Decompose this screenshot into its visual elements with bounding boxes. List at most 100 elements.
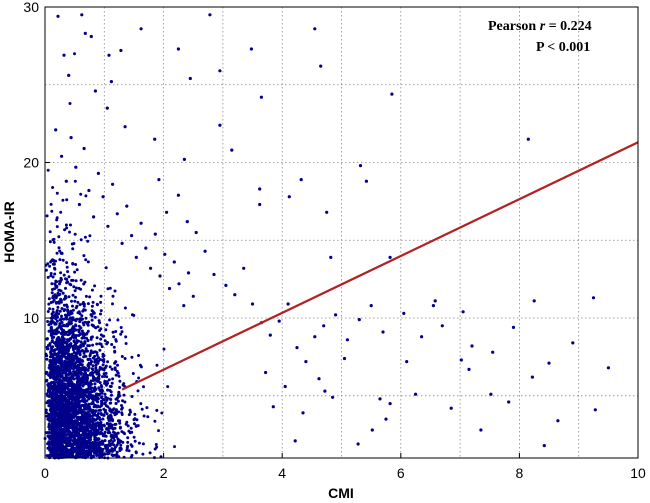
- data-point: [431, 304, 435, 308]
- data-point: [70, 278, 74, 282]
- data-point: [325, 210, 329, 214]
- data-point: [95, 379, 99, 383]
- data-point: [65, 444, 68, 448]
- data-point: [95, 447, 99, 451]
- data-point: [166, 385, 170, 389]
- data-point: [84, 316, 88, 320]
- data-point: [49, 272, 53, 275]
- data-point: [46, 275, 50, 279]
- data-point: [51, 400, 55, 404]
- data-point: [98, 454, 102, 458]
- data-point: [73, 399, 77, 403]
- data-point: [85, 399, 89, 403]
- data-point: [50, 385, 54, 388]
- data-point: [90, 414, 94, 418]
- data-point: [69, 223, 72, 227]
- data-point: [50, 329, 54, 333]
- data-point: [108, 318, 112, 322]
- data-point: [94, 326, 98, 330]
- data-point: [82, 452, 86, 455]
- data-point: [53, 432, 57, 436]
- data-point: [68, 344, 72, 348]
- data-point: [61, 402, 65, 406]
- data-point: [76, 381, 80, 385]
- data-point: [88, 393, 92, 397]
- data-point: [46, 446, 50, 450]
- data-point: [104, 444, 108, 447]
- data-point: [91, 364, 95, 368]
- data-point: [94, 392, 98, 396]
- data-point: [132, 435, 136, 439]
- data-point: [137, 354, 140, 357]
- data-point: [84, 354, 88, 358]
- data-point: [53, 429, 57, 433]
- data-point: [530, 375, 535, 379]
- data-point: [105, 398, 109, 402]
- data-point: [63, 449, 67, 453]
- data-point: [54, 313, 58, 317]
- data-point: [54, 359, 58, 363]
- data-point: [132, 422, 136, 426]
- pearson-annotation: Pearson r = 0.224: [488, 19, 592, 34]
- x-tick-label: 8: [516, 465, 524, 481]
- data-point: [102, 334, 106, 338]
- data-point: [112, 335, 116, 339]
- data-point: [98, 381, 102, 385]
- data-point: [182, 157, 186, 161]
- data-point: [51, 315, 54, 318]
- data-point: [106, 422, 110, 426]
- data-point: [60, 154, 64, 158]
- data-point: [91, 343, 95, 347]
- data-point: [58, 355, 62, 359]
- data-point: [402, 311, 406, 315]
- data-point: [120, 404, 123, 407]
- data-point: [80, 408, 84, 412]
- data-point: [71, 247, 75, 251]
- data-point: [60, 446, 63, 450]
- data-point: [61, 329, 64, 333]
- data-point: [70, 381, 74, 385]
- data-point: [83, 389, 87, 393]
- data-point: [167, 286, 172, 291]
- data-point: [60, 393, 64, 397]
- data-point: [224, 283, 228, 287]
- data-point: [57, 312, 61, 316]
- data-point: [80, 413, 84, 417]
- data-point: [61, 371, 65, 375]
- data-point: [357, 318, 361, 322]
- data-point: [148, 451, 152, 455]
- data-point: [124, 342, 128, 345]
- data-point: [79, 332, 83, 336]
- data-point: [64, 418, 68, 421]
- data-point: [75, 453, 79, 457]
- data-point: [58, 341, 62, 345]
- data-point: [91, 394, 95, 398]
- data-point: [114, 410, 118, 414]
- data-point: [75, 393, 79, 396]
- data-point: [88, 452, 92, 456]
- data-point: [104, 404, 108, 408]
- data-point: [62, 273, 66, 277]
- data-point: [101, 375, 104, 379]
- data-point: [249, 47, 253, 51]
- data-point: [57, 440, 61, 444]
- data-point: [85, 336, 88, 340]
- data-point: [52, 240, 56, 244]
- data-point: [62, 388, 65, 392]
- data-point: [176, 193, 180, 197]
- data-point: [57, 454, 61, 458]
- data-point: [99, 358, 102, 362]
- data-point: [91, 351, 95, 355]
- data-point: [51, 296, 55, 300]
- data-point: [88, 362, 92, 366]
- x-axis-label: CMI: [328, 485, 354, 501]
- data-point: [108, 416, 112, 420]
- data-point: [55, 328, 58, 332]
- data-point: [87, 397, 91, 401]
- data-point: [77, 427, 81, 431]
- data-point: [134, 255, 138, 259]
- data-point: [69, 417, 73, 421]
- data-point: [56, 382, 60, 386]
- data-point: [130, 444, 134, 448]
- data-point: [90, 318, 94, 322]
